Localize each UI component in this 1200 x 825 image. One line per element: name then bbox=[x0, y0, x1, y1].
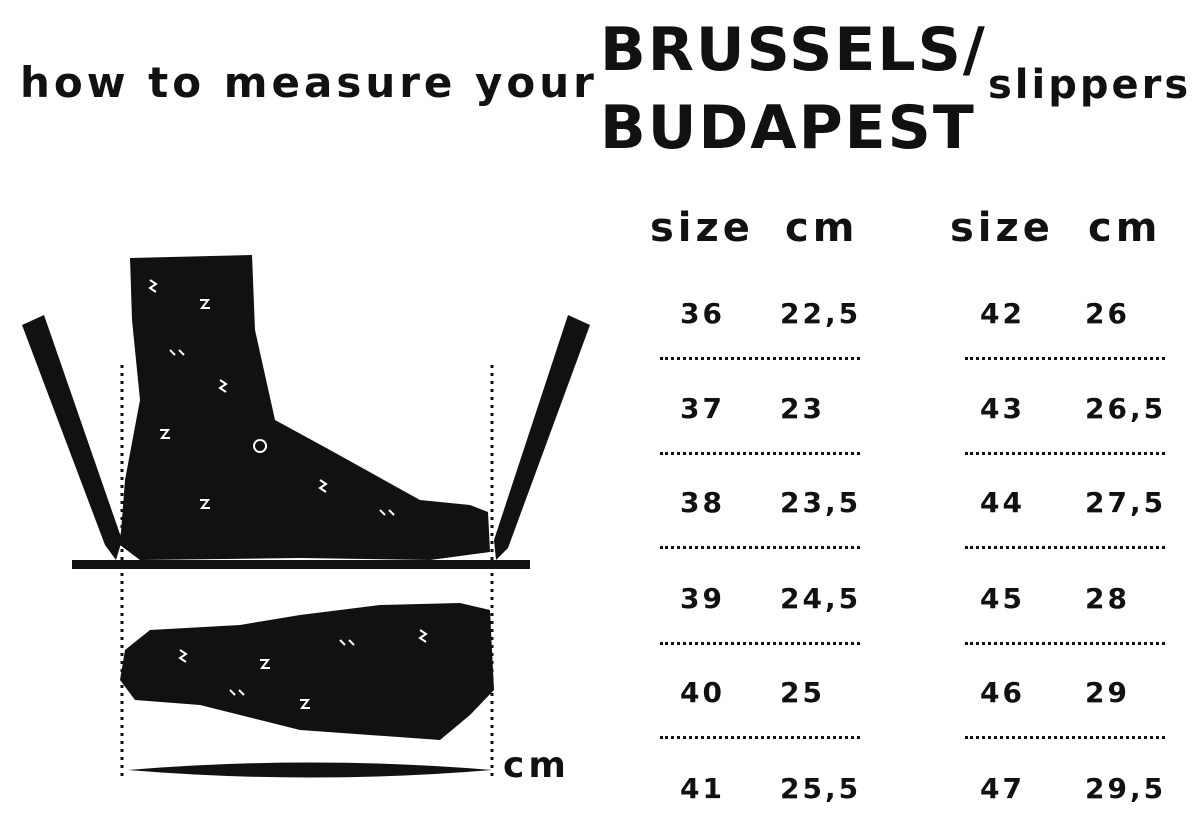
cm-value: 29 bbox=[1085, 676, 1130, 709]
cm-value: 27,5 bbox=[1085, 486, 1167, 519]
pencil-left-icon bbox=[22, 315, 122, 560]
header-size-right: size bbox=[950, 205, 1054, 251]
cm-value: 25 bbox=[780, 676, 825, 709]
model-name-line2: BUDAPEST bbox=[600, 93, 976, 163]
size-value: 40 bbox=[680, 676, 725, 709]
size-value: 43 bbox=[980, 392, 1025, 425]
row-divider bbox=[965, 736, 1165, 739]
header-cm-left: cm bbox=[785, 205, 859, 251]
floor-line bbox=[72, 560, 530, 569]
cm-value: 26 bbox=[1085, 297, 1130, 330]
header-cm-right: cm bbox=[1088, 205, 1162, 251]
row-divider bbox=[965, 357, 1165, 360]
row-divider bbox=[965, 642, 1165, 645]
row-divider bbox=[965, 546, 1165, 549]
cm-value: 23,5 bbox=[780, 486, 862, 519]
cm-value: 28 bbox=[1085, 582, 1130, 615]
size-value: 46 bbox=[980, 676, 1025, 709]
row-divider bbox=[660, 736, 860, 739]
size-value: 38 bbox=[680, 486, 725, 519]
cm-value: 26,5 bbox=[1085, 392, 1167, 425]
row-divider bbox=[660, 357, 860, 360]
row-divider bbox=[660, 452, 860, 455]
title-tail: slippers bbox=[988, 62, 1192, 108]
size-value: 44 bbox=[980, 486, 1025, 519]
size-value: 47 bbox=[980, 772, 1025, 805]
cm-value: 29,5 bbox=[1085, 772, 1167, 805]
row-divider bbox=[660, 642, 860, 645]
squiggle-pattern bbox=[148, 279, 428, 709]
row-divider bbox=[660, 546, 860, 549]
row-divider bbox=[965, 452, 1165, 455]
size-value: 37 bbox=[680, 392, 725, 425]
size-value: 39 bbox=[680, 582, 725, 615]
size-value: 45 bbox=[980, 582, 1025, 615]
cm-value: 22,5 bbox=[780, 297, 862, 330]
unit-label: cm bbox=[503, 745, 570, 786]
foot-top-view bbox=[120, 603, 494, 740]
size-value: 36 bbox=[680, 297, 725, 330]
measure-line bbox=[128, 762, 492, 778]
model-name-line1: BRUSSELS/ bbox=[600, 15, 987, 85]
title-lead: how to measure your bbox=[20, 58, 598, 107]
foot-side-view bbox=[120, 255, 490, 560]
size-value: 41 bbox=[680, 772, 725, 805]
cm-value: 25,5 bbox=[780, 772, 862, 805]
size-value: 42 bbox=[980, 297, 1025, 330]
cm-value: 23 bbox=[780, 392, 825, 425]
pencil-right-icon bbox=[494, 315, 590, 560]
header-size-left: size bbox=[650, 205, 754, 251]
cm-value: 24,5 bbox=[780, 582, 862, 615]
